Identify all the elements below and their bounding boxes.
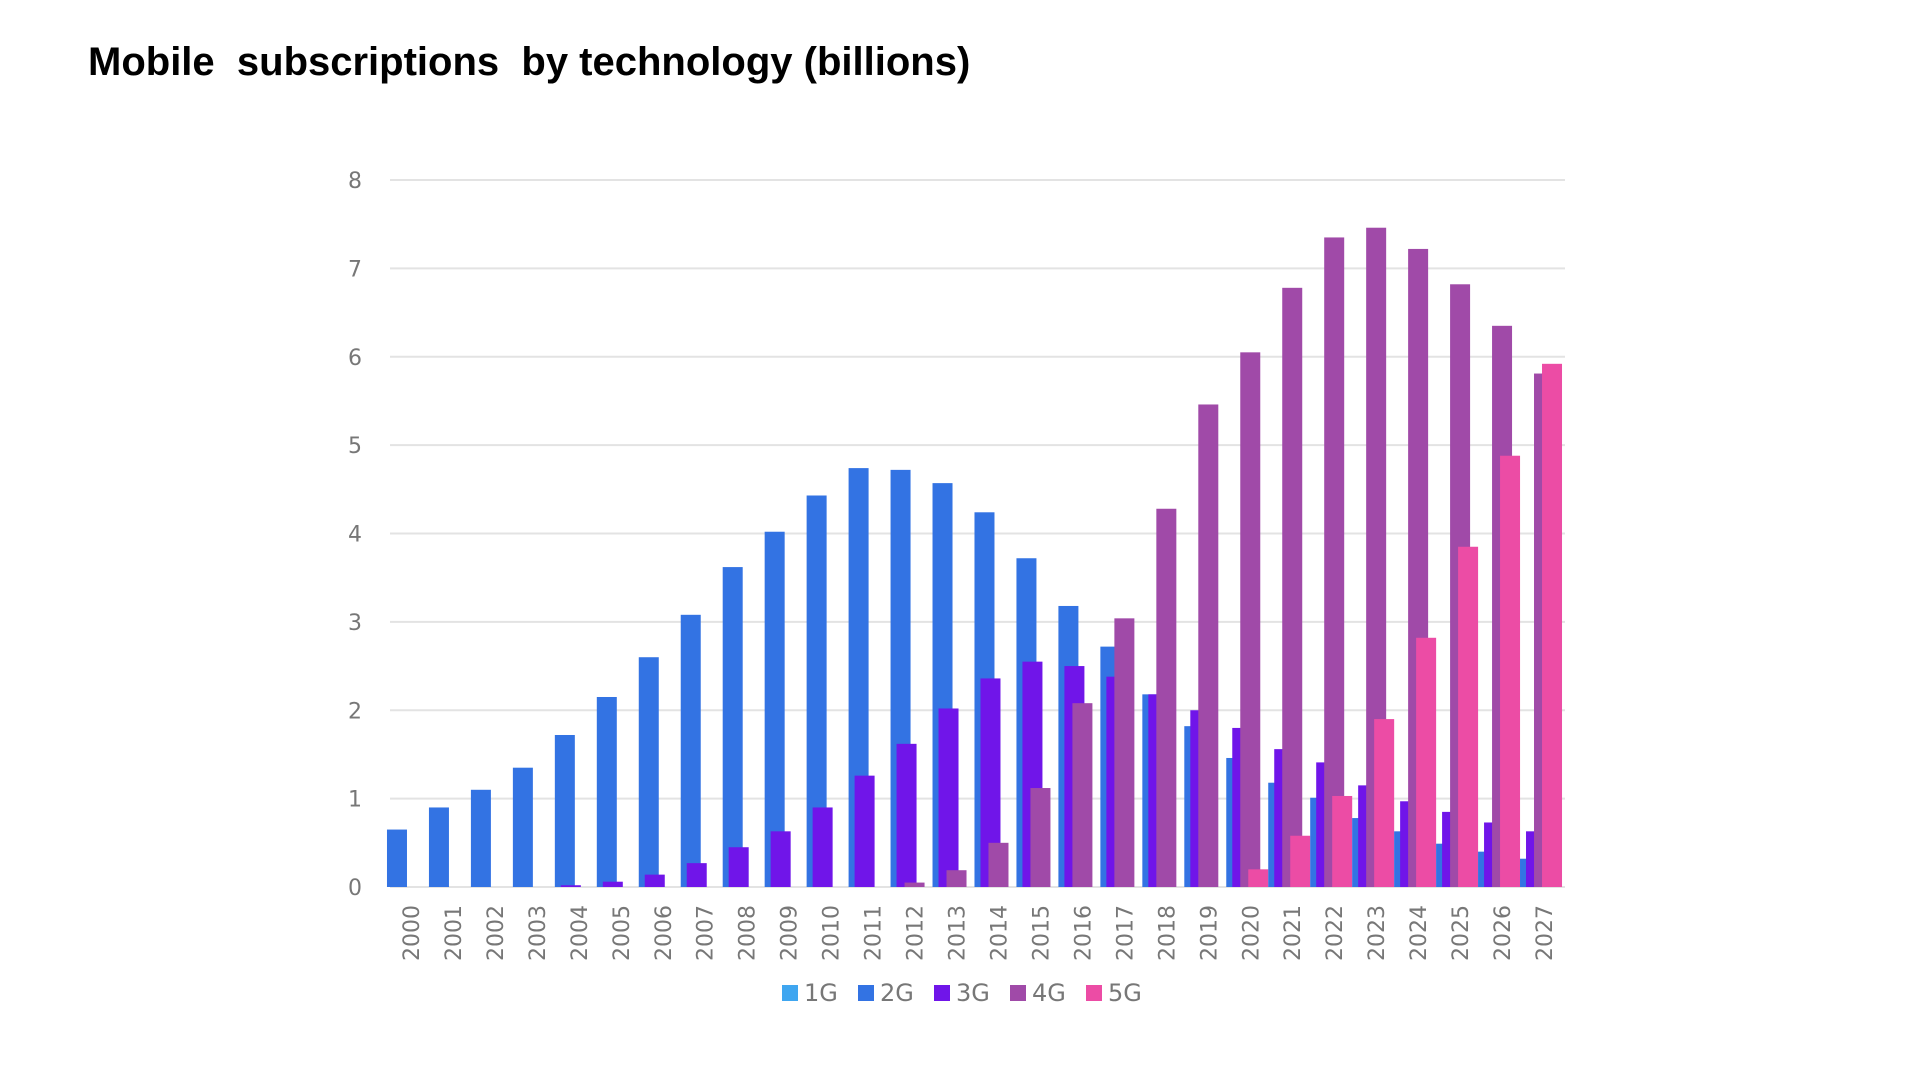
bar-2G-2000 — [386, 829, 407, 887]
x-tick-label: 2000 — [400, 905, 425, 961]
bar-2G-2009 — [764, 531, 785, 887]
bar-4G-2022 — [1324, 237, 1345, 888]
chart-title: Mobile subscriptions by technology (bill… — [88, 40, 971, 84]
bar-2G-2005 — [596, 696, 617, 887]
bar-4G-2021 — [1282, 287, 1303, 887]
bar-4G-2017 — [1114, 618, 1135, 887]
y-tick-label: 7 — [348, 257, 362, 282]
bar-2G-2007 — [680, 614, 701, 887]
x-tick-label: 2001 — [442, 905, 467, 961]
bar-3G-2011 — [854, 775, 875, 887]
x-tick-label: 2019 — [1197, 905, 1222, 961]
x-tick-label: 2009 — [778, 905, 803, 961]
bar-3G-2004 — [560, 885, 581, 887]
x-tick-label: 2011 — [862, 905, 887, 961]
y-tick-label: 2 — [348, 699, 362, 724]
legend-label: 4G — [1032, 979, 1066, 1007]
legend-swatch — [1010, 985, 1026, 1001]
legend-label: 2G — [880, 979, 914, 1007]
x-tick-label: 2020 — [1239, 905, 1264, 961]
bar-3G-2009 — [770, 831, 791, 887]
legend-item-2G: 2G — [858, 979, 914, 1007]
x-tick-label: 2022 — [1323, 905, 1348, 961]
x-tick-label: 2013 — [946, 905, 971, 961]
x-tick-label: 2024 — [1407, 905, 1432, 961]
bar-3G-2014 — [980, 678, 1001, 887]
x-tick-label: 2006 — [652, 905, 677, 961]
bar-2G-2003 — [512, 767, 533, 887]
bar-5G-2022 — [1332, 795, 1353, 887]
x-tick-label: 2002 — [484, 905, 509, 961]
bar-4G-2013 — [946, 870, 967, 887]
bar-2G-2006 — [638, 657, 659, 887]
legend-item-4G: 4G — [1010, 979, 1066, 1007]
y-tick-label: 6 — [348, 346, 362, 371]
bar-4G-2016 — [1072, 703, 1093, 887]
y-axis-ticks: 0 1 2 3 4 5 6 7 8 — [348, 169, 362, 901]
bar-3G-2007 — [686, 863, 707, 887]
x-tick-label: 2003 — [526, 905, 551, 961]
bar-5G-2024 — [1416, 637, 1437, 887]
y-tick-label: 0 — [348, 876, 362, 901]
legend-item-3G: 3G — [934, 979, 990, 1007]
bar-3G-2008 — [728, 847, 749, 887]
legend: 1G 2G 3G 4G 5G — [782, 979, 1142, 1007]
bar-2G-2004 — [554, 734, 575, 887]
x-tick-label: 2004 — [568, 905, 593, 961]
bar-5G-2021 — [1290, 835, 1311, 887]
x-tick-label: 2016 — [1071, 905, 1096, 961]
bar-5G-2023 — [1374, 719, 1395, 887]
x-tick-label: 2007 — [694, 905, 719, 961]
bar-5G-2020 — [1248, 869, 1269, 887]
x-tick-label: 2025 — [1449, 905, 1474, 961]
bar-3G-2006 — [644, 874, 665, 887]
bar-3G-2010 — [812, 807, 833, 887]
x-axis-ticks: 2000 2001 2002 2003 2004 2005 2006 2007 2008 2009… — [400, 905, 1558, 961]
y-tick-label: 5 — [348, 434, 362, 459]
bar-5G-2027 — [1542, 363, 1563, 887]
x-tick-label: 2008 — [736, 905, 761, 961]
bar-2G-2002 — [470, 789, 491, 887]
bar-3G-2012 — [896, 743, 917, 887]
x-tick-label: 2027 — [1533, 905, 1558, 961]
bar-3G-2005 — [602, 881, 623, 887]
x-tick-label: 2012 — [904, 905, 929, 961]
bar-5G-2026 — [1500, 455, 1521, 887]
legend-swatch — [1086, 985, 1102, 1001]
y-tick-label: 4 — [348, 523, 362, 548]
bar-4G-2019 — [1198, 404, 1219, 887]
legend-item-5G: 5G — [1086, 979, 1142, 1007]
bar-5G-2025 — [1458, 546, 1479, 887]
legend-item-1G: 1G — [782, 979, 838, 1007]
legend-swatch — [782, 985, 798, 1001]
bar-3G-2013 — [938, 708, 959, 887]
x-tick-label: 2018 — [1155, 905, 1180, 961]
legend-swatch — [858, 985, 874, 1001]
bar-4G-2015 — [1030, 788, 1051, 887]
legend-label: 3G — [956, 979, 990, 1007]
legend-label: 1G — [804, 979, 838, 1007]
legend-label: 5G — [1108, 979, 1142, 1007]
y-tick-label: 1 — [348, 788, 362, 813]
bars — [386, 227, 1563, 888]
x-tick-label: 2010 — [820, 905, 845, 961]
bar-4G-2020 — [1240, 352, 1261, 887]
x-tick-label: 2023 — [1365, 905, 1390, 961]
x-tick-label: 2014 — [987, 905, 1012, 961]
bar-2G-2008 — [722, 567, 743, 887]
bar-2G-2001 — [428, 807, 449, 887]
bar-4G-2014 — [988, 842, 1009, 887]
bar-4G-2018 — [1156, 508, 1177, 887]
legend-swatch — [934, 985, 950, 1001]
y-tick-label: 3 — [348, 611, 362, 636]
bar-4G-2012 — [904, 882, 925, 887]
y-tick-label: 8 — [348, 169, 362, 194]
x-tick-label: 2017 — [1113, 905, 1138, 961]
bar-2G-2010 — [806, 495, 827, 887]
x-tick-label: 2026 — [1491, 905, 1516, 961]
x-tick-label: 2005 — [610, 905, 635, 961]
x-tick-label: 2021 — [1281, 905, 1306, 961]
x-tick-label: 2015 — [1029, 905, 1054, 961]
